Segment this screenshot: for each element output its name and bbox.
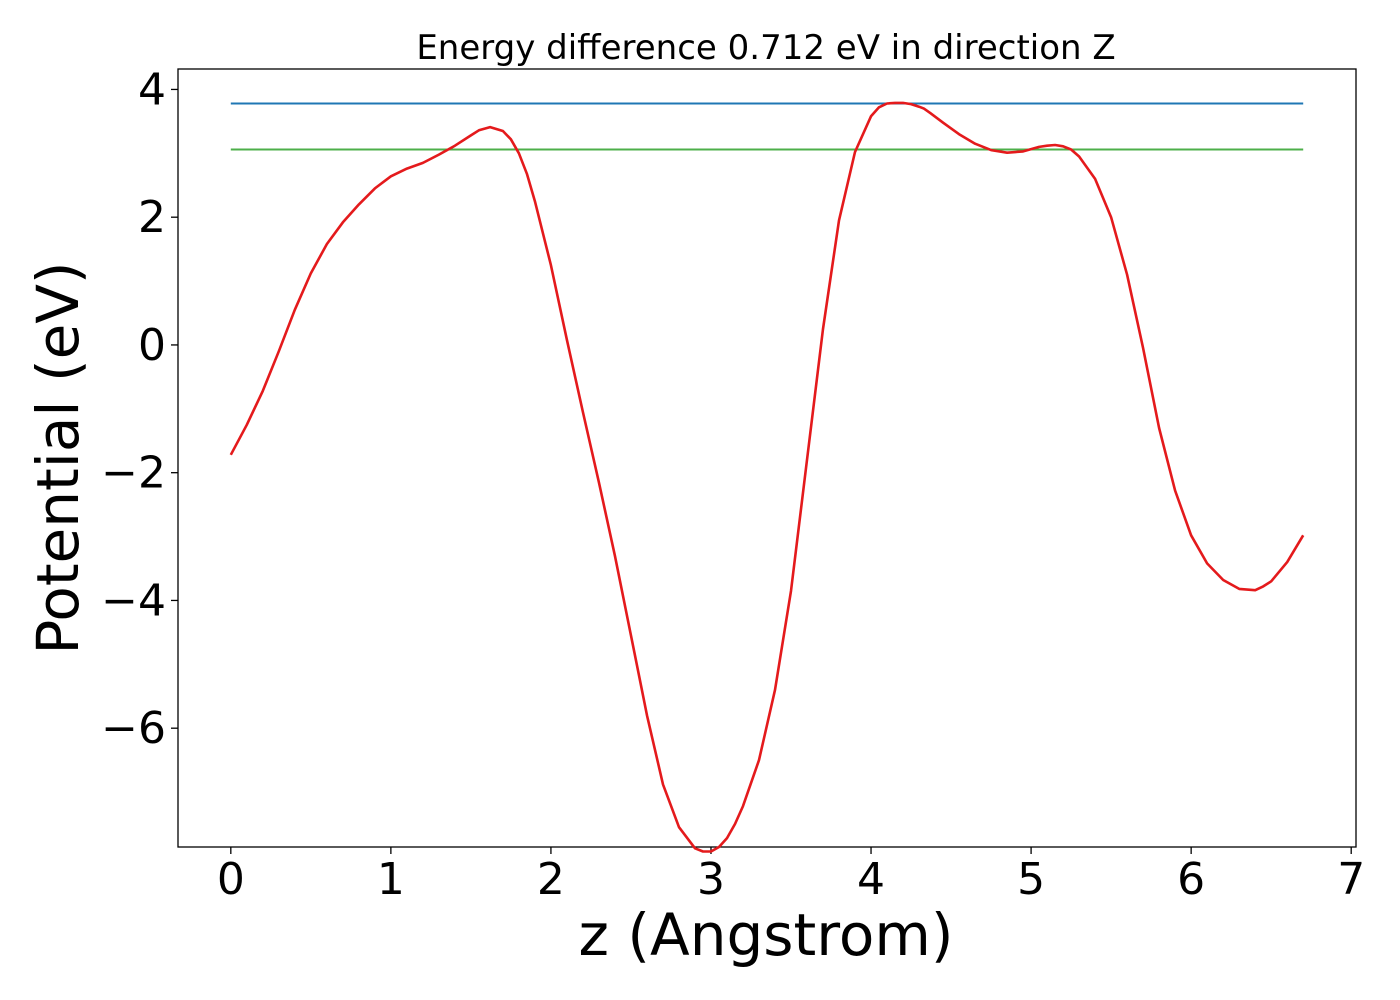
y-tick-label: 2 bbox=[138, 192, 166, 243]
x-tick-label: 2 bbox=[537, 854, 565, 905]
axis-ticks: 0 1 2 3 4 5 6 7 4 2 0 −2 −4 −6 bbox=[101, 64, 1365, 905]
y-tick-label: −6 bbox=[101, 703, 166, 754]
y-tick-label: −4 bbox=[101, 575, 166, 626]
x-axis-label: z (Angstrom) bbox=[579, 901, 954, 969]
y-tick-label: 4 bbox=[138, 64, 166, 115]
y-axis-label: Potential (eV) bbox=[24, 261, 92, 654]
x-tick-label: 3 bbox=[697, 854, 725, 905]
potential-curve bbox=[229, 101, 1305, 853]
series-layer bbox=[229, 101, 1305, 853]
y-tick-label: 0 bbox=[138, 320, 166, 371]
x-tick-label: 0 bbox=[217, 854, 245, 905]
x-tick-label: 4 bbox=[857, 854, 885, 905]
chart-title: Energy difference 0.712 eV in direction … bbox=[416, 28, 1115, 68]
plot-frame bbox=[177, 68, 1357, 848]
x-tick-label: 5 bbox=[1017, 854, 1045, 905]
x-tick-label: 6 bbox=[1177, 854, 1205, 905]
x-tick-label: 1 bbox=[377, 854, 405, 905]
x-tick-label: 7 bbox=[1337, 854, 1365, 905]
y-tick-label: −2 bbox=[101, 448, 166, 499]
